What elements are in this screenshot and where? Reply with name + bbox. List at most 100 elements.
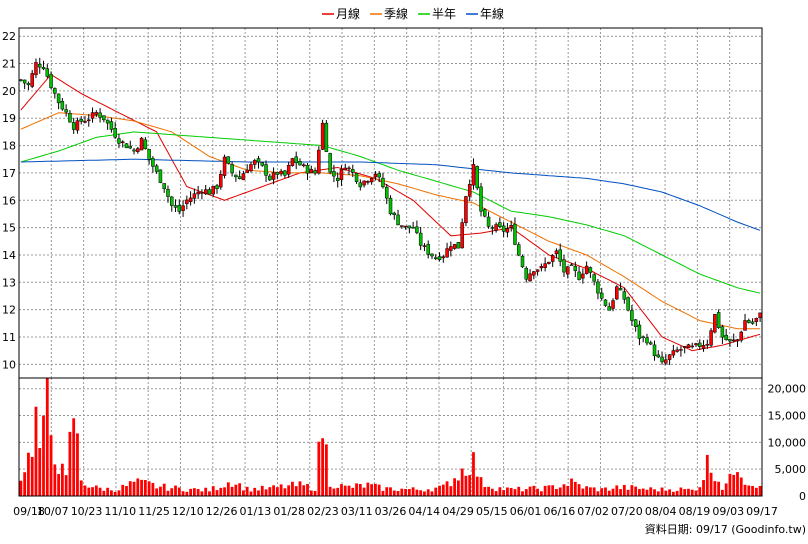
volume-bar [275,487,279,496]
candle-body [264,164,268,176]
volume-bar [430,491,434,496]
volume-bar [140,479,143,496]
volume-bar [528,486,532,496]
candle-body [739,331,744,341]
candle-body [53,88,57,94]
candle-body [747,320,751,323]
candle-body [577,271,581,280]
candle-body [743,320,747,331]
candle-body [494,224,498,231]
volume-bar [638,489,641,496]
volume-bar [125,485,128,496]
volume-bar [570,478,573,496]
volume-bar [181,491,185,496]
volume-bar [487,486,490,496]
volume-bar [151,482,155,496]
candle-body [584,265,589,275]
volume-bar [464,475,468,496]
price-y-tick-label: 11 [2,331,16,344]
candle-body [682,346,687,348]
candle-body [415,226,419,233]
volume-bar [117,490,121,496]
candle-body [566,266,570,275]
volume-bar [400,488,404,496]
volume-y-tick-label: 15,000 [768,410,807,423]
candle-body [362,180,366,186]
volume-bar [653,489,656,496]
candle-body [203,189,208,195]
candle-body [675,349,679,352]
volume-bar [498,487,502,496]
candle-body [618,288,623,291]
candle-body [486,216,491,227]
volume-bar [588,487,592,496]
candle-body [460,222,464,249]
price-y-tick-label: 14 [2,249,16,262]
candle-body [373,173,378,178]
volume-bar [472,452,475,496]
volume-bar [562,484,566,496]
candle-body [45,68,50,77]
candle-body [701,345,706,349]
volume-bar [362,487,366,496]
candle-body [64,109,68,113]
x-tick-label: 06/16 [544,505,576,518]
volume-bar [671,491,675,496]
ma-line-季線 [20,112,761,330]
candle-body [196,191,200,195]
volume-bar [340,484,343,496]
candle-body [286,164,291,175]
volume-bar [751,485,754,496]
volume-panel-frame [18,377,763,497]
candle-body [320,122,325,150]
candle-body [569,264,574,266]
volume-bar [302,485,306,496]
volume-bar [604,487,607,496]
volume-bar [91,487,94,496]
candle-body [490,227,495,229]
volume-bar [600,488,604,496]
candle-body [754,317,759,322]
volume-bar [147,481,151,496]
volume-bar [272,485,275,496]
volume-bar [185,491,189,496]
x-tick-label: 09/17 [746,505,778,518]
candle-body [109,121,114,130]
candle-body [87,119,91,122]
volume-bar [709,472,713,496]
volume-bar [494,491,498,496]
candle-body [660,356,664,363]
volume-bar [30,456,34,496]
candle-body [400,225,404,227]
candle-body [26,83,31,86]
volume-bar [230,486,234,496]
candle-body [648,342,653,345]
volume-bar [79,480,83,496]
candle-body [528,273,532,282]
candle-body [509,225,513,228]
candle-body [626,297,630,311]
candle-body [369,178,374,183]
volume-bar [615,485,619,496]
volume-bar [660,487,664,496]
volume-bar [94,485,98,496]
volume-bar [634,486,638,496]
candle-body [313,170,317,174]
x-tick-label: 10/07 [37,505,69,518]
x-tick-label: 05/15 [476,505,508,518]
volume-bar [547,485,551,496]
volume-bar [268,487,272,496]
volume-bar [551,485,555,496]
candle-body [317,149,321,174]
candle-body [471,164,476,186]
volume-bar [249,491,253,496]
candle-body [211,185,215,195]
candle-body [147,148,151,160]
volume-bar [211,486,215,496]
volume-bar [389,487,392,496]
candle-body [475,166,479,189]
candle-body [720,326,725,338]
candle-body [558,249,562,262]
volume-bar [426,489,430,496]
candle-body [79,118,83,122]
